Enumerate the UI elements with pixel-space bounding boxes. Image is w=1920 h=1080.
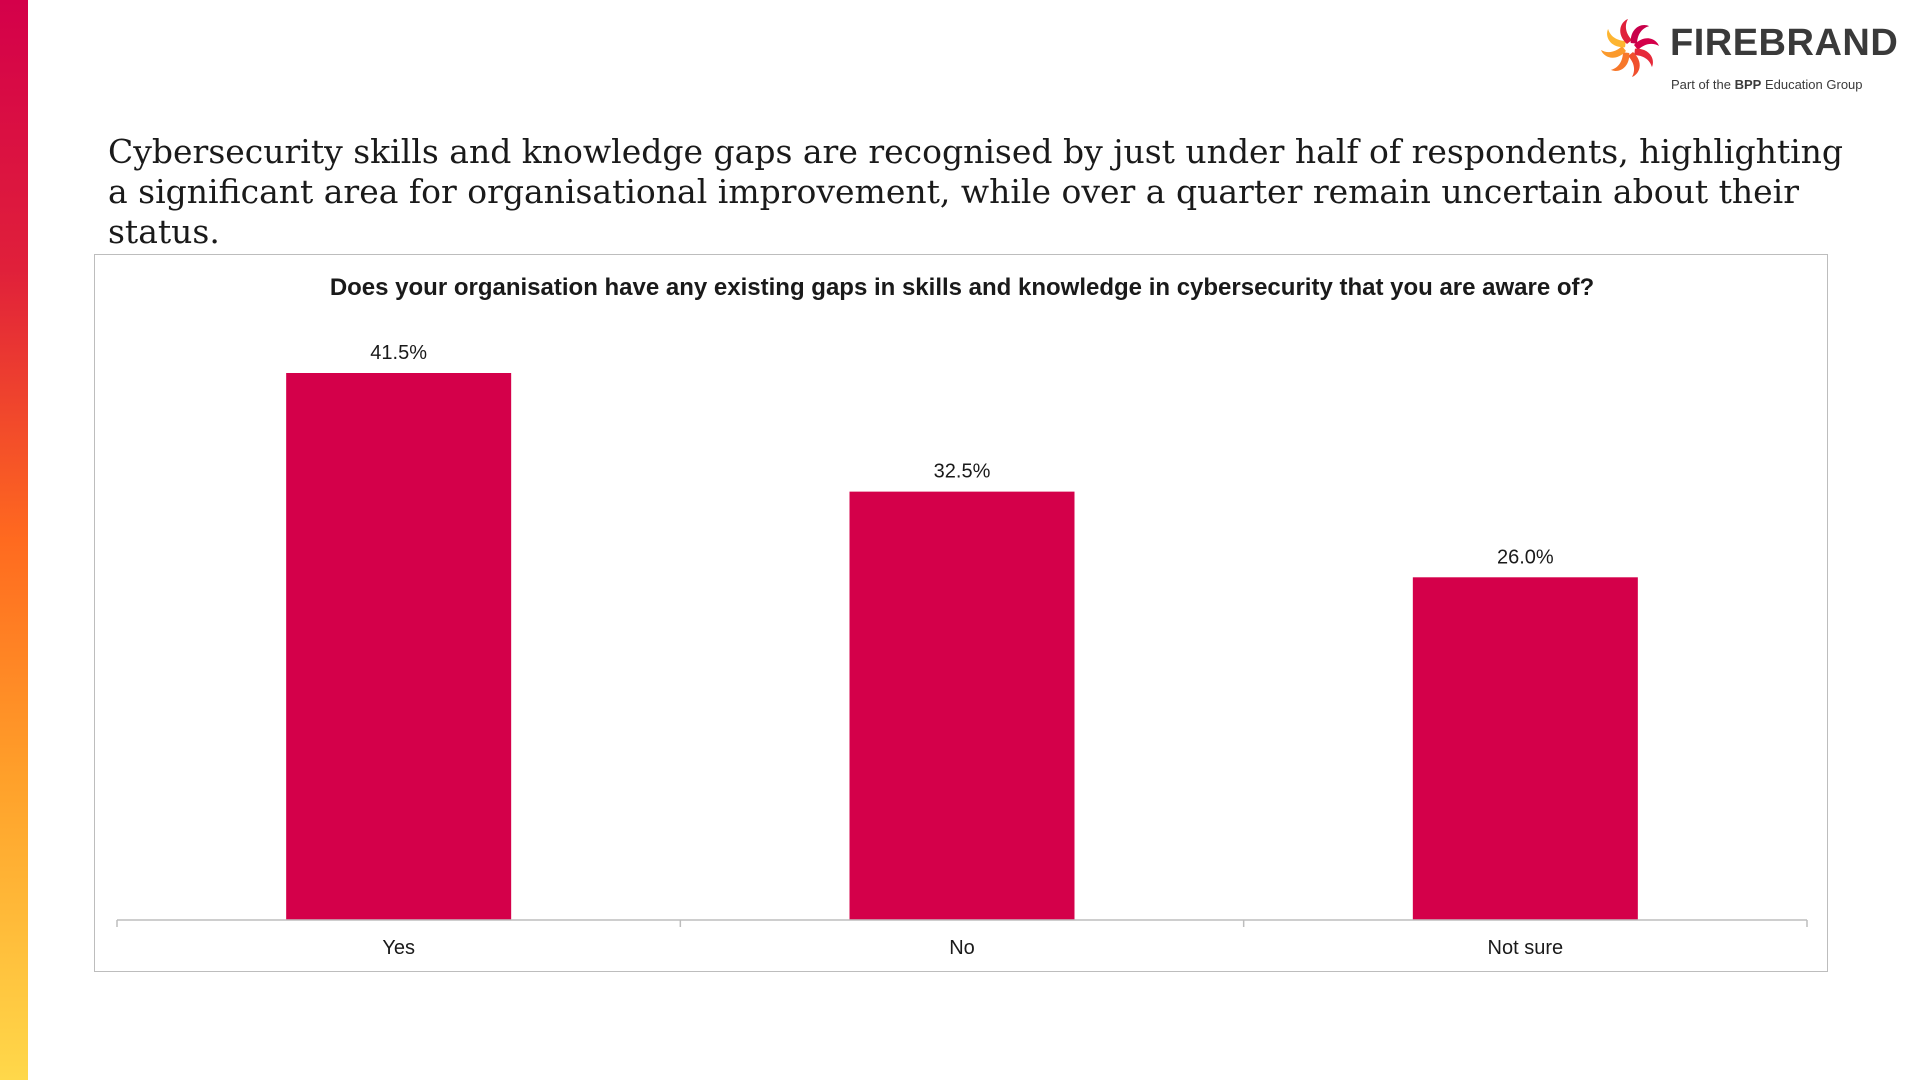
category-label: Yes xyxy=(382,937,415,959)
chart-container: Does your organisation have any existing… xyxy=(94,254,1828,972)
bar-yes xyxy=(286,373,512,920)
data-label: 26.0% xyxy=(1497,546,1554,568)
data-label: 41.5% xyxy=(370,342,427,364)
chart-title: Does your organisation have any existing… xyxy=(330,274,1594,301)
page-headline: Cybersecurity skills and knowledge gaps … xyxy=(108,132,1844,251)
bar-no xyxy=(849,491,1075,920)
bar-chart: Does your organisation have any existing… xyxy=(116,274,1808,959)
category-label: Not sure xyxy=(1488,937,1564,959)
firebrand-pinwheel-icon xyxy=(1601,19,1659,77)
data-label: 32.5% xyxy=(934,461,991,483)
brand-name: FIREBRAND xyxy=(1670,22,1899,64)
brand-gradient-bar xyxy=(0,0,28,1080)
bar-not-sure xyxy=(1412,577,1638,920)
brand-tagline: Part of the BPP Education Group xyxy=(1671,77,1863,92)
firebrand-logo: FIREBRAND Part of the BPP Education Grou… xyxy=(1598,14,1898,98)
category-label: No xyxy=(949,937,975,959)
